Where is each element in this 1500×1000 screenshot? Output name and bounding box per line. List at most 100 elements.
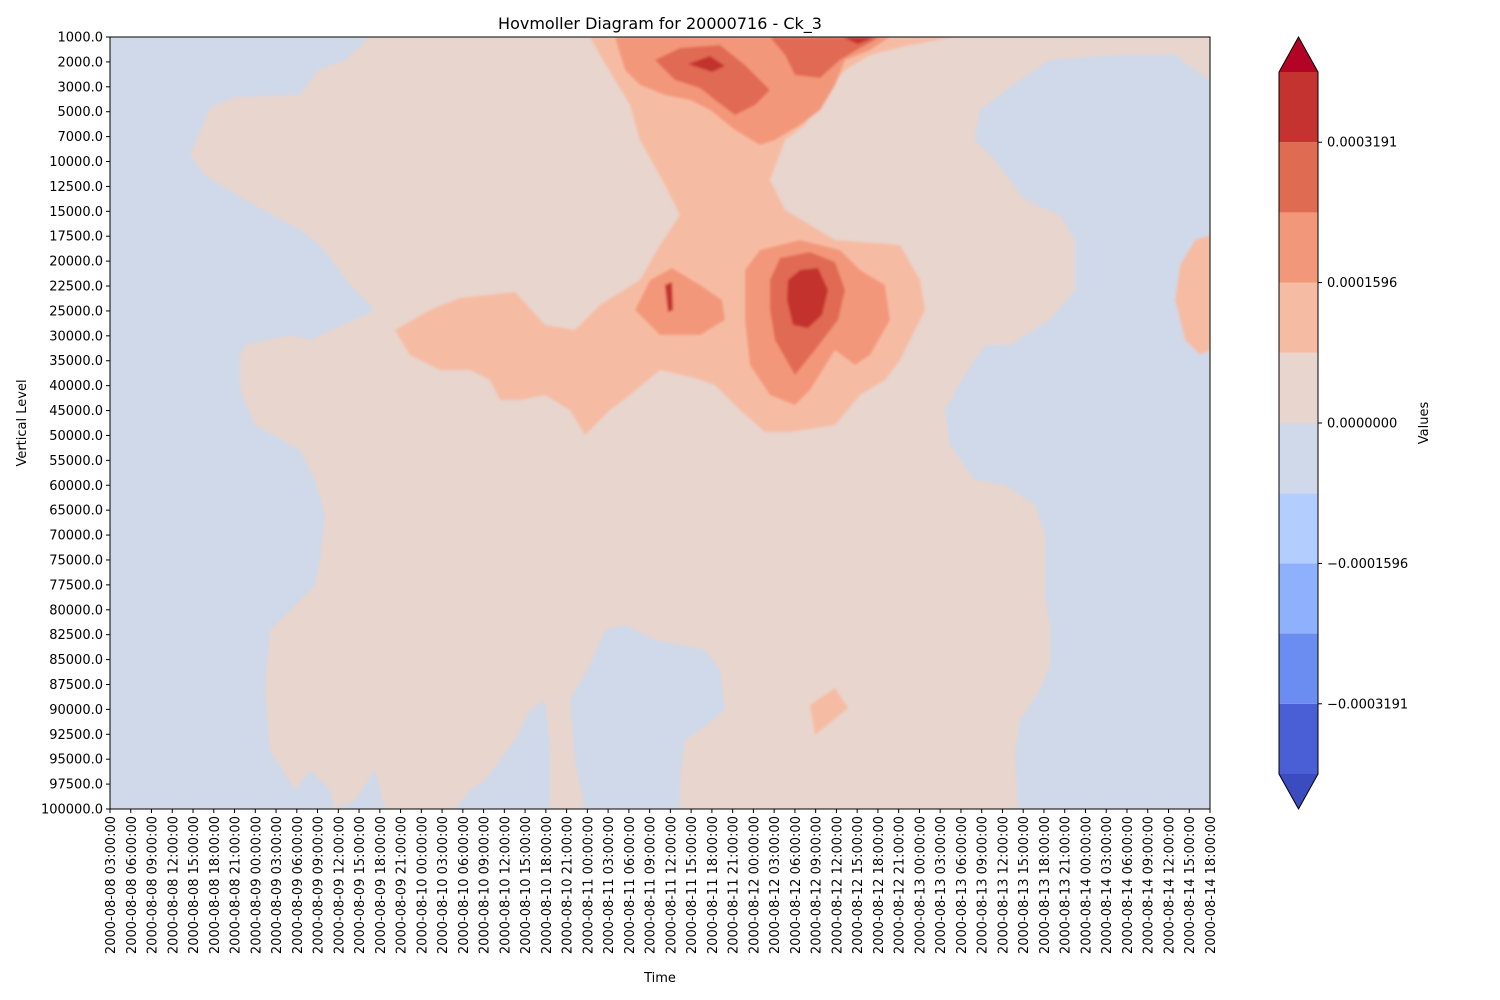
y-tick-label: 95000.0	[49, 753, 103, 768]
contour-negative-left-bottom	[110, 355, 335, 809]
y-tick-label: 2000.0	[58, 55, 104, 70]
contour-peak-upper	[688, 56, 725, 72]
colorbar-extend-max	[1279, 37, 1318, 72]
x-tick-label: 2000-08-09 18:00:00	[374, 816, 389, 954]
x-tick-label: 2000-08-13 09:00:00	[976, 816, 991, 954]
x-tick-label: 2000-08-13 15:00:00	[1017, 816, 1032, 954]
colorbar-segment	[1279, 633, 1318, 704]
plot-area	[110, 37, 1210, 809]
contour-strong-positive-upper-right	[770, 37, 880, 78]
contour-peak-top	[842, 37, 875, 44]
colorbar-segment	[1279, 703, 1318, 774]
x-tick-label: 2000-08-11 15:00:00	[685, 816, 700, 954]
x-tick-label: 2000-08-10 06:00:00	[457, 816, 472, 954]
y-tick-label: 10000.0	[49, 155, 103, 170]
y-tick-label: 77500.0	[49, 578, 103, 593]
x-tick-label: 2000-08-12 18:00:00	[872, 816, 887, 954]
x-tick-label: 2000-08-11 18:00:00	[706, 816, 721, 954]
y-tick-label: 65000.0	[49, 504, 103, 519]
x-tick-label: 2000-08-13 18:00:00	[1038, 816, 1053, 954]
colorbar-tick-label: −0.0001596	[1327, 557, 1408, 572]
contour-negative-left-top	[110, 37, 375, 355]
colorbar-segment	[1279, 352, 1318, 423]
colorbar-tick-label: −0.0003191	[1327, 697, 1408, 712]
x-tick-label: 2000-08-11 12:00:00	[664, 816, 679, 954]
y-tick-label: 15000.0	[49, 205, 103, 220]
colorbar-label: Values	[1417, 402, 1432, 445]
x-tick-label: 2000-08-14 03:00:00	[1100, 816, 1115, 954]
colorbar-segment	[1279, 142, 1318, 213]
x-tick-label: 2000-08-10 21:00:00	[561, 816, 576, 954]
y-tick-label: 70000.0	[49, 529, 103, 544]
y-tick-label: 45000.0	[49, 404, 103, 419]
y-tick-label: 97500.0	[49, 778, 103, 793]
x-tick-label: 2000-08-10 00:00:00	[415, 816, 430, 954]
x-tick-label: 2000-08-12 06:00:00	[789, 816, 804, 954]
contour-moderate-positive-left-lobe	[635, 268, 725, 335]
y-tick-label: 35000.0	[49, 354, 103, 369]
x-tick-label: 2000-08-11 09:00:00	[644, 816, 659, 954]
x-tick-label: 2000-08-09 21:00:00	[395, 816, 410, 954]
colorbar-segment	[1279, 282, 1318, 353]
y-tick-label: 3000.0	[58, 80, 104, 95]
x-tick-label: 2000-08-11 03:00:00	[602, 816, 617, 954]
y-tick-label: 55000.0	[49, 454, 103, 469]
plot-frame	[109, 36, 1211, 810]
x-tick-label: 2000-08-12 15:00:00	[851, 816, 866, 954]
x-axis: 2000-08-08 03:00:00 2000-08-08 06:00:00 20…	[104, 809, 1219, 954]
x-tick-label: 2000-08-08 09:00:00	[146, 816, 161, 954]
y-tick-label: 100000.0	[41, 803, 103, 818]
y-tick-label: 40000.0	[49, 379, 103, 394]
contour-weak-positive-patch	[810, 688, 848, 735]
contour-negative-left-pocket	[455, 700, 550, 809]
x-tick-label: 2000-08-10 18:00:00	[540, 816, 555, 954]
y-tick-label: 30000.0	[49, 329, 103, 344]
x-tick-label: 2000-08-10 09:00:00	[478, 816, 493, 954]
x-tick-label: 2000-08-14 00:00:00	[1079, 816, 1094, 954]
y-tick-label: 60000.0	[49, 479, 103, 494]
x-axis-label: Time	[643, 971, 676, 986]
colorbar-outline	[1278, 35, 1319, 811]
contour-fills	[110, 37, 1210, 809]
x-tick-label: 2000-08-08 15:00:00	[187, 816, 202, 954]
x-tick-label: 2000-08-08 18:00:00	[208, 816, 223, 954]
y-tick-label: 90000.0	[49, 703, 103, 718]
colorbar: 0.0003191 0.0001596 0.0000000 −0.0001596 −0.…	[1278, 35, 1408, 811]
x-tick-label: 2000-08-12 03:00:00	[768, 816, 783, 954]
y-tick-label: 87500.0	[49, 678, 103, 693]
chart-title: Hovmoller Diagram for 20000716 - Ck_3	[498, 14, 822, 34]
colorbar-segment	[1279, 72, 1318, 143]
colorbar-segment	[1279, 212, 1318, 283]
x-tick-label: 2000-08-12 09:00:00	[810, 816, 825, 954]
x-tick-label: 2000-08-09 09:00:00	[312, 816, 327, 954]
y-tick-label: 50000.0	[49, 429, 103, 444]
x-tick-label: 2000-08-12 21:00:00	[893, 816, 908, 954]
x-tick-label: 2000-08-08 12:00:00	[166, 816, 181, 954]
colorbar-segment	[1279, 563, 1318, 634]
contour-weak-positive-right-edge	[1175, 235, 1210, 355]
x-tick-label: 2000-08-13 12:00:00	[996, 816, 1011, 954]
y-tick-label: 75000.0	[49, 553, 103, 568]
y-tick-label: 7000.0	[58, 130, 104, 145]
x-tick-label: 2000-08-13 06:00:00	[955, 816, 970, 954]
y-tick-label: 5000.0	[58, 105, 104, 120]
x-tick-label: 2000-08-08 03:00:00	[104, 816, 119, 954]
colorbar-tick-label: 0.0000000	[1327, 417, 1397, 432]
x-tick-label: 2000-08-14 09:00:00	[1142, 816, 1157, 954]
x-tick-label: 2000-08-09 00:00:00	[249, 816, 264, 954]
x-tick-label: 2000-08-12 12:00:00	[830, 816, 845, 954]
x-tick-label: 2000-08-09 03:00:00	[270, 816, 285, 954]
x-tick-label: 2000-08-14 18:00:00	[1204, 816, 1219, 954]
y-axis-label: Vertical Level	[15, 379, 30, 466]
x-tick-label: 2000-08-13 00:00:00	[913, 816, 928, 954]
y-tick-label: 92500.0	[49, 728, 103, 743]
x-tick-label: 2000-08-12 00:00:00	[747, 816, 762, 954]
x-tick-label: 2000-08-10 15:00:00	[519, 816, 534, 954]
x-tick-label: 2000-08-14 06:00:00	[1121, 816, 1136, 954]
x-tick-label: 2000-08-10 12:00:00	[498, 816, 513, 954]
y-tick-label: 12500.0	[49, 180, 103, 195]
contour-peak-left-lobe	[665, 282, 673, 312]
x-tick-label: 2000-08-11 00:00:00	[581, 816, 596, 954]
x-tick-label: 2000-08-13 03:00:00	[934, 816, 949, 954]
